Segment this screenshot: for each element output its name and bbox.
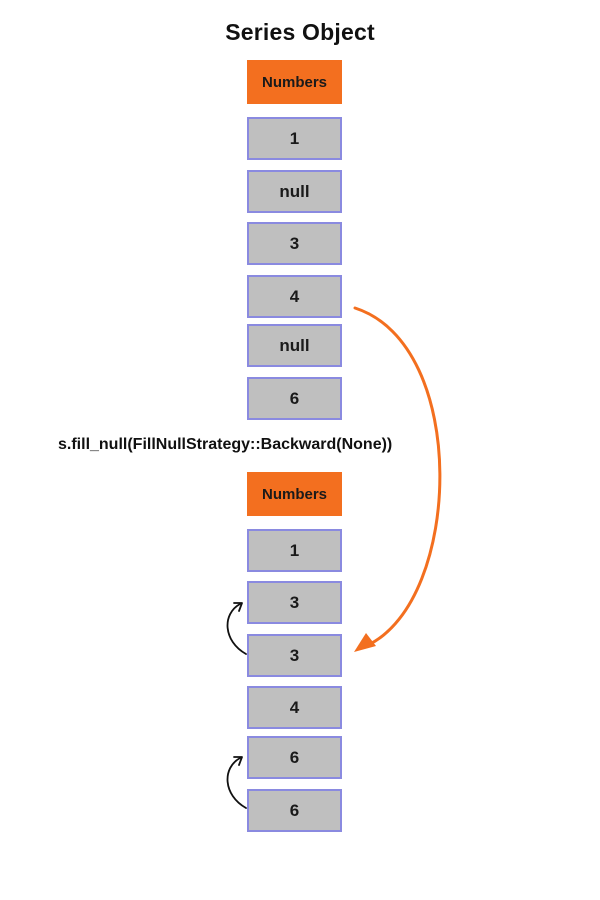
result-cell-5: 6 xyxy=(247,736,342,779)
original-cell-3: 3 xyxy=(247,222,342,265)
result-series-header: Numbers xyxy=(247,472,342,516)
result-cell-2: 3 xyxy=(247,581,342,624)
result-cell-6: 6 xyxy=(247,789,342,832)
result-cell-4: 4 xyxy=(247,686,342,729)
original-cell-2: null xyxy=(247,170,342,213)
highlight-arrow-curve xyxy=(353,306,442,647)
diagram-title: Series Object xyxy=(225,19,375,45)
fill-arrow-curve-upper xyxy=(226,603,247,655)
operation-code: s.fill_null(FillNullStrategy::Backward(N… xyxy=(58,436,393,453)
highlight-arrow-head xyxy=(354,633,376,652)
original-cell-5: null xyxy=(247,324,342,367)
result-cell-3: 3 xyxy=(247,634,342,677)
result-cell-1: 1 xyxy=(247,529,342,572)
original-series-header: Numbers xyxy=(247,60,342,104)
fill-arrow-head-upper xyxy=(233,602,243,612)
original-cell-6: 6 xyxy=(247,377,342,420)
original-cell-1: 1 xyxy=(247,117,342,160)
original-cell-4: 4 xyxy=(247,275,342,318)
fill-arrow-curve-lower xyxy=(226,757,247,809)
fill-arrow-head-lower xyxy=(233,756,243,766)
